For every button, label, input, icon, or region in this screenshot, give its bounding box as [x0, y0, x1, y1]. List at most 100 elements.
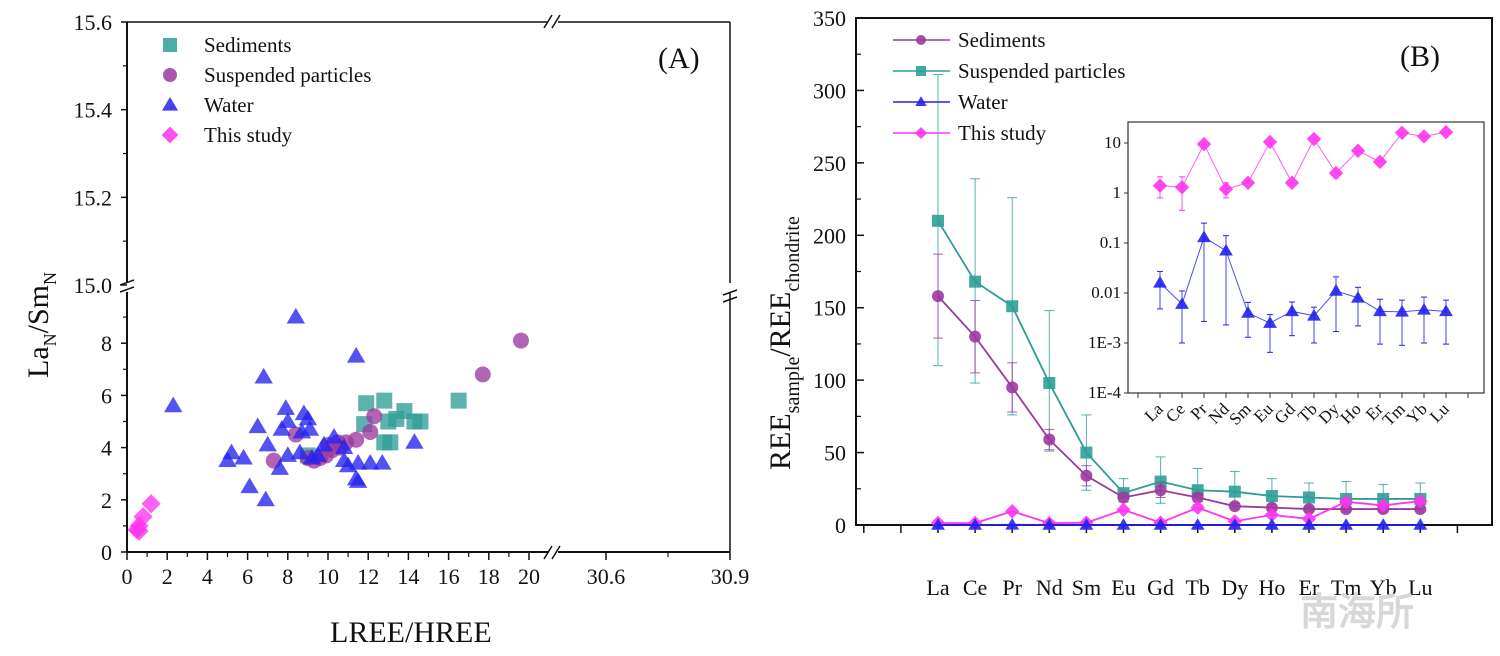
- data-point: [380, 413, 397, 430]
- legend-label: Water: [958, 90, 1008, 114]
- data-point: [348, 454, 368, 470]
- inset-y-tick-label: 10: [1104, 133, 1121, 152]
- data-point: [1303, 503, 1315, 516]
- data-point: [1043, 377, 1056, 390]
- data-point: [1154, 484, 1167, 497]
- y-tick-label: 15.6: [74, 10, 113, 35]
- data-point: [254, 367, 273, 384]
- data-point: [1190, 518, 1205, 530]
- data-point: [1413, 493, 1428, 509]
- data-point: [932, 214, 944, 227]
- data-point: [334, 438, 354, 454]
- x-tick-label: Lu: [1408, 575, 1432, 600]
- data-point: [1080, 469, 1093, 482]
- y-tick-label: 15.0: [74, 273, 113, 298]
- data-point: [969, 275, 982, 288]
- series-water: [931, 517, 1428, 530]
- y-tick-label: 15.4: [74, 98, 113, 123]
- inset-series-water: [1153, 222, 1453, 353]
- inset-data-point: [1196, 136, 1212, 152]
- data-point: [1079, 518, 1094, 530]
- legend-marker: [916, 35, 926, 45]
- inset-data-point: [1263, 316, 1277, 328]
- series-line: [937, 500, 1421, 525]
- x-tick-label: 4: [202, 564, 213, 589]
- panel-a-y-title: LaN/SmN: [22, 272, 60, 378]
- data-point: [512, 332, 529, 349]
- data-point: [256, 490, 275, 507]
- y-tick-label: 0: [835, 513, 846, 538]
- inset-y-tick-label: 0.01: [1091, 283, 1121, 302]
- data-point: [234, 448, 253, 465]
- inset-chart: 1E-41E-30.010.1110LaCePrNdSmEuGdTbDyHoEr…: [1088, 121, 1485, 430]
- inset-data-point: [1438, 124, 1454, 140]
- x-tick-label: 20: [518, 564, 540, 589]
- x-tick-label: La: [926, 575, 949, 600]
- data-point: [373, 454, 392, 470]
- panel-b: 0 50 100 150 200 250 300 350 La Ce Pr Nd Sm Eu Gd Tb Dy H…: [764, 6, 1493, 600]
- data-point: [1303, 491, 1315, 504]
- data-point: [1338, 494, 1354, 510]
- inset-data-point: [1329, 284, 1343, 296]
- legend-marker: [163, 68, 177, 82]
- panel-b-legend: Sediments Suspended particles Water This st…: [893, 28, 1125, 145]
- inset-y-tick-label: 1E-4: [1088, 383, 1122, 402]
- inset-data-point: [1219, 243, 1233, 256]
- x-tick-label: Nd: [1036, 575, 1063, 600]
- data-point: [412, 413, 429, 430]
- y-tick-label: 150: [813, 296, 846, 321]
- legend-marker: [915, 96, 927, 106]
- data-point: [405, 433, 424, 449]
- y-tick-label: 350: [813, 6, 846, 31]
- panel-b-label: (B): [1400, 40, 1440, 73]
- y-tick-label: 6: [101, 383, 112, 408]
- inset-x-tick-label: Ho: [1337, 399, 1365, 427]
- x-tick-label: 6: [242, 564, 253, 589]
- panel-a: 0 2 4 6 8 10 12 14 16 18 20 30.6 30.9 0 2 4 6 8 15.0 15.2 15…: [22, 10, 749, 649]
- data-point: [1228, 500, 1241, 513]
- legend-marker: [916, 66, 926, 76]
- y-tick-label: 100: [813, 368, 846, 393]
- y-tick-label: 8: [101, 331, 112, 356]
- data-point: [931, 518, 945, 530]
- data-point: [290, 443, 310, 460]
- data-point: [1043, 433, 1056, 446]
- legend-label: Water: [204, 93, 254, 117]
- x-tick-label: 0: [122, 564, 133, 589]
- data-point: [276, 399, 295, 415]
- series-this-study: [127, 494, 161, 541]
- x-tick-label: 16: [438, 564, 460, 589]
- x-tick-label: Pr: [1002, 575, 1022, 600]
- inset-data-point: [1351, 290, 1365, 303]
- data-point: [1190, 500, 1205, 515]
- data-point: [1116, 518, 1131, 530]
- data-point: [248, 417, 267, 434]
- data-point: [450, 392, 467, 409]
- x-tick-label: Ho: [1258, 575, 1285, 600]
- x-tick-label: 10: [317, 564, 339, 589]
- legend-label: This study: [204, 123, 293, 147]
- data-point: [346, 347, 366, 363]
- y-tick-label: 250: [813, 151, 846, 176]
- data-point: [1414, 503, 1427, 516]
- legend-marker: [163, 38, 177, 52]
- y-tick-label: 15.2: [74, 185, 113, 210]
- data-point: [1265, 490, 1278, 503]
- data-point: [218, 451, 237, 468]
- data-point: [164, 396, 183, 413]
- inset-data-point: [1174, 180, 1190, 195]
- inset-data-point: [1373, 304, 1387, 317]
- x-tick-label: Ce: [963, 575, 987, 600]
- inset-series-this-study: [1152, 124, 1454, 211]
- inset-data-point: [1262, 134, 1278, 150]
- data-point: [286, 307, 306, 324]
- data-point: [969, 330, 982, 343]
- data-point: [348, 472, 368, 488]
- inset-data-point: [1153, 275, 1167, 288]
- inset-data-point: [1152, 178, 1168, 193]
- panel-a-label: (A): [658, 42, 700, 75]
- data-point: [314, 435, 334, 452]
- data-point: [1191, 491, 1204, 504]
- legend-label: Sediments: [958, 28, 1046, 52]
- inset-data-point: [1306, 131, 1322, 147]
